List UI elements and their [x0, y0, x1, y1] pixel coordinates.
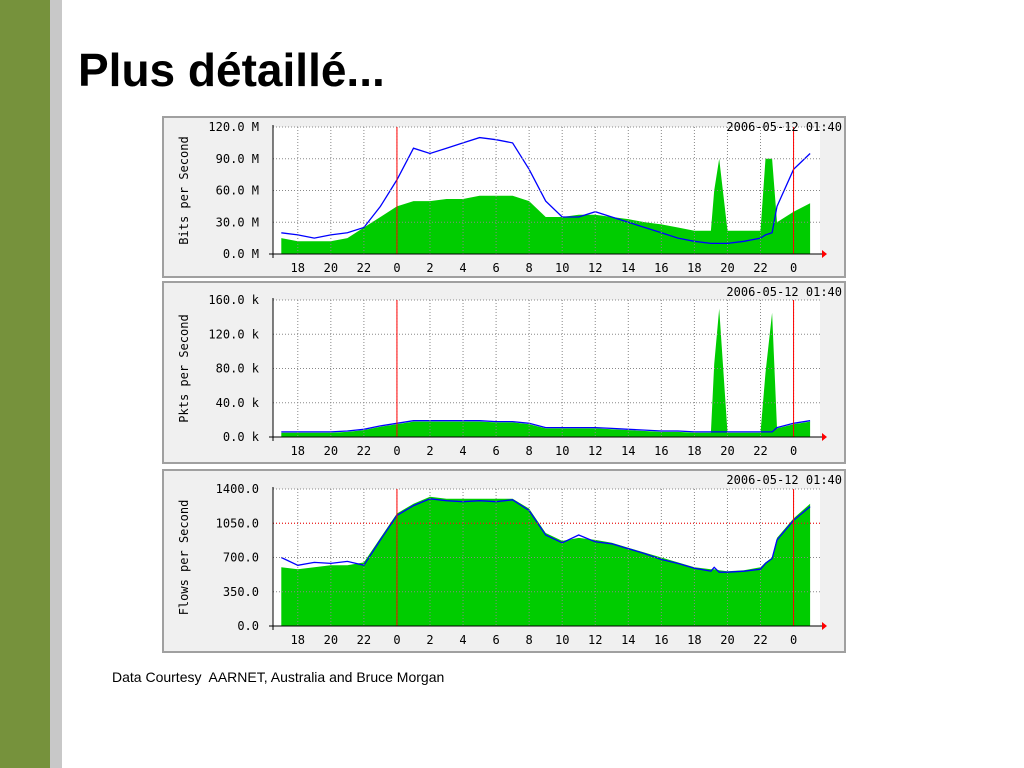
x-tick-label: 14	[621, 261, 635, 275]
x-tick-label: 0	[790, 261, 797, 275]
x-tick-label: 22	[753, 633, 767, 647]
x-tick-label: 2	[426, 261, 433, 275]
x-tick-label: 22	[753, 444, 767, 458]
area	[281, 158, 811, 254]
x-tick-label: 0	[790, 633, 797, 647]
series-group	[281, 496, 811, 626]
series-group	[281, 308, 811, 437]
x-tick-label: 6	[492, 261, 499, 275]
timestamp: 2006-05-12 01:40	[726, 285, 842, 299]
y-axis-label: Flows per Second	[177, 500, 191, 616]
line	[281, 136, 811, 245]
footer: Data Courtesy AARNET, Australia and Bruc…	[112, 669, 444, 685]
x-tick-label: 14	[621, 444, 635, 458]
x-tick-label: 18	[291, 261, 305, 275]
y-tick-label: 1400.0	[216, 482, 259, 496]
axis-arrow	[822, 622, 827, 630]
y-tick-label: 120.0 M	[208, 120, 259, 134]
x-tick-label: 4	[459, 444, 466, 458]
line	[281, 498, 811, 573]
x-tick-label: 18	[687, 444, 701, 458]
x-tick-label: 22	[357, 261, 371, 275]
x-tick-label: 20	[720, 444, 734, 458]
x-tick-label: 8	[526, 444, 533, 458]
x-tick-label: 22	[357, 633, 371, 647]
timestamp: 2006-05-12 01:40	[726, 120, 842, 134]
x-tick-label: 0	[393, 633, 400, 647]
y-tick-label: 90.0 M	[216, 152, 259, 166]
x-tick-label: 0	[790, 444, 797, 458]
side-stripe	[50, 0, 62, 768]
x-tick-label: 6	[492, 444, 499, 458]
x-tick-label: 22	[357, 444, 371, 458]
x-tick-label: 18	[687, 261, 701, 275]
x-tick-label: 6	[492, 633, 499, 647]
y-tick-label: 700.0	[223, 551, 259, 565]
x-tick-label: 14	[621, 633, 635, 647]
y-tick-label: 120.0 k	[208, 327, 259, 341]
series-group	[281, 136, 811, 254]
x-tick-label: 22	[753, 261, 767, 275]
area	[281, 496, 811, 626]
line	[281, 420, 811, 433]
y-tick-label: 80.0 k	[216, 362, 260, 376]
y-tick-label: 60.0 M	[216, 184, 259, 198]
x-tick-label: 20	[324, 261, 338, 275]
side-bar	[0, 0, 50, 768]
x-tick-label: 18	[687, 633, 701, 647]
x-tick-label: 10	[555, 261, 569, 275]
x-tick-label: 4	[459, 261, 466, 275]
x-tick-label: 20	[720, 633, 734, 647]
y-tick-label: 40.0 k	[216, 396, 260, 410]
timestamp: 2006-05-12 01:40	[726, 473, 842, 487]
x-tick-label: 10	[555, 444, 569, 458]
y-tick-label: 30.0 M	[216, 215, 259, 229]
x-tick-label: 16	[654, 261, 668, 275]
x-tick-label: 12	[588, 633, 602, 647]
axis-arrow	[822, 250, 827, 258]
x-tick-label: 18	[291, 633, 305, 647]
x-tick-label: 8	[526, 633, 533, 647]
x-tick-label: 12	[588, 444, 602, 458]
y-tick-label: 0.0 k	[223, 430, 260, 444]
x-tick-label: 10	[555, 633, 569, 647]
y-axis-label: Pkts per Second	[177, 314, 191, 422]
y-tick-label: 0.0 M	[223, 247, 259, 261]
y-tick-label: 350.0	[223, 585, 259, 599]
y-tick-label: 0.0	[237, 619, 259, 633]
y-tick-label: 1050.0	[216, 516, 259, 530]
x-tick-label: 20	[324, 633, 338, 647]
y-axis-label: Bits per Second	[177, 136, 191, 244]
x-tick-label: 12	[588, 261, 602, 275]
slide-title: Plus détaillé...	[78, 44, 385, 96]
x-tick-label: 16	[654, 444, 668, 458]
x-tick-label: 2	[426, 633, 433, 647]
x-tick-label: 18	[291, 444, 305, 458]
x-tick-label: 4	[459, 633, 466, 647]
x-tick-label: 20	[720, 261, 734, 275]
x-tick-label: 16	[654, 633, 668, 647]
x-tick-label: 0	[393, 444, 400, 458]
axis-arrow	[822, 433, 827, 441]
y-tick-label: 160.0 k	[208, 293, 259, 307]
x-tick-label: 0	[393, 261, 400, 275]
x-tick-label: 8	[526, 261, 533, 275]
x-tick-label: 2	[426, 444, 433, 458]
x-tick-label: 20	[324, 444, 338, 458]
